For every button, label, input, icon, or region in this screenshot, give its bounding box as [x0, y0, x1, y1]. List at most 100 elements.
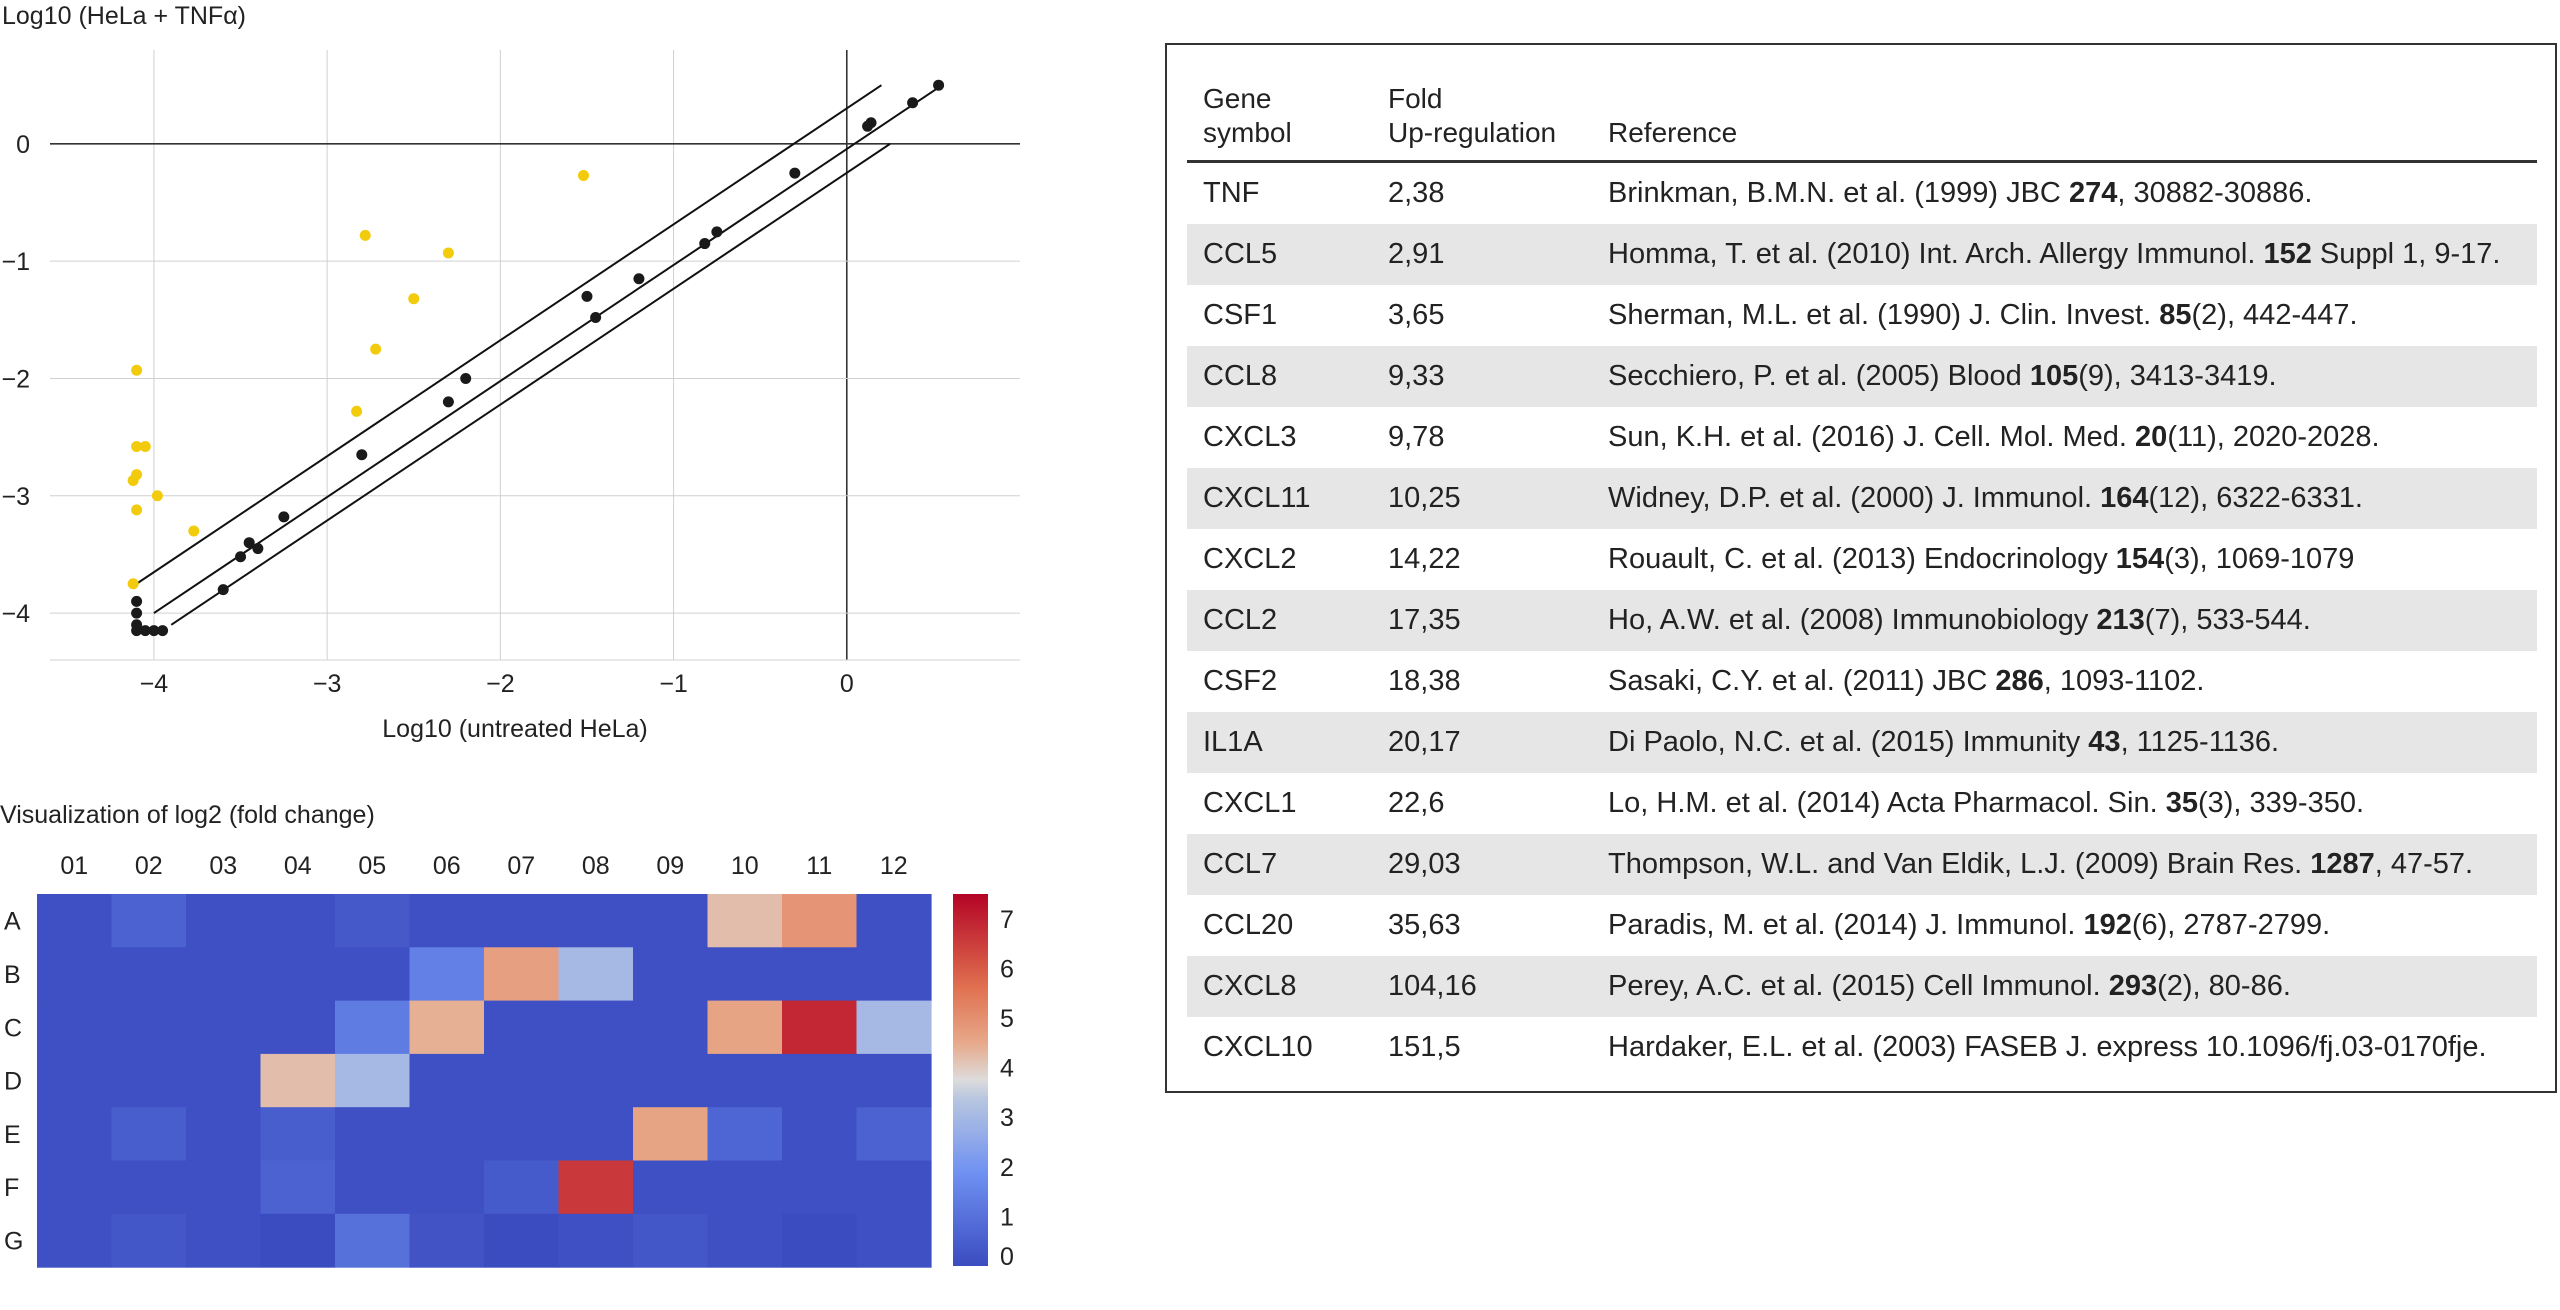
scatter-grid [50, 50, 1020, 661]
heatmap-cell-A11 [782, 894, 858, 948]
heatmap-cell-F10 [707, 1160, 783, 1215]
y-tick-label: −3 [1, 483, 30, 511]
heatmap-cell-B02 [111, 947, 187, 1002]
y-tick-label: −4 [1, 600, 30, 628]
colorbar-tick-labels: 0 1 2 3 4 5 6 7 [1000, 906, 1014, 1271]
scatter-point-yellow [131, 504, 143, 516]
reference-pages: (3), 339-350. [2197, 786, 2365, 819]
table-row: CCL2 17,35 Ho, A.W. et al. (2008) Immunobi… [1187, 589, 2537, 651]
reference-text: Sherman, M.L. et al. (1990) J. Clin. Inv… [1608, 298, 2160, 331]
heatmap: Visualization of log2 (fold change) 01 02… [0, 801, 1014, 1271]
heatmap-cell-B05 [335, 947, 411, 1002]
scatter-point-black [711, 226, 723, 238]
reference-cell: Paradis, M. et al. (2014) J. Immunol. 19… [1592, 895, 2537, 956]
reference-volume: 274 [2068, 176, 2118, 209]
heatmap-cell-A12 [856, 894, 932, 948]
reference-volume: 154 [2115, 542, 2165, 575]
scatter-point-yellow [131, 441, 143, 452]
reference-volume: 35 [2165, 786, 2198, 819]
heatmap-cell-B09 [633, 947, 709, 1002]
scatter-point-black [252, 543, 264, 555]
scatter-point-yellow [442, 247, 454, 259]
gene-table: Gene symbol Fold Up-regulation Reference … [1187, 73, 2537, 1078]
heatmap-cell-E05 [335, 1107, 411, 1162]
reference-line-upper [136, 84, 882, 585]
fold-cell: 20,17 [1388, 725, 1461, 758]
reference-cell: Perey, A.C. et al. (2015) Cell Immunol. … [1592, 956, 2537, 1017]
heatmap-cell-B03 [186, 947, 262, 1002]
gene-symbol-cell: CSF1 [1203, 298, 1278, 331]
heatmap-cell-C08 [558, 1000, 634, 1055]
scatter-point-yellow [139, 441, 151, 452]
colorbar-tick-label: 1 [1000, 1203, 1014, 1231]
heatmap-cell-D12 [856, 1053, 932, 1108]
heatmap-cell-B07 [484, 947, 560, 1002]
y-tick-label: −2 [1, 365, 30, 393]
heatmap-column-label: 07 [507, 852, 535, 880]
reference-text: Sun, K.H. et al. (2016) J. Cell. Mol. Me… [1608, 420, 2136, 453]
scatter-plot: Log10 (HeLa + TNFα) −4 −3 −2 −1 0 0 −1 −2 −3 −4 L… [1, 2, 1020, 743]
colorbar-tick-label: 0 [1000, 1243, 1014, 1271]
heatmap-cell-D10 [707, 1053, 783, 1108]
scatter-point-yellow [131, 364, 143, 376]
heatmap-cell-D05 [335, 1053, 411, 1108]
reference-cell: Thompson, W.L. and Van Eldik, L.J. (2009… [1592, 834, 2537, 895]
reference-line-identity [153, 84, 943, 614]
heatmap-title: Visualization of log2 (fold change) [0, 801, 375, 829]
heatmap-cell-A10 [707, 894, 783, 948]
fold-cell: 9,33 [1388, 359, 1445, 392]
heatmap-cell-B10 [707, 947, 783, 1002]
heatmap-cell-E09 [633, 1107, 709, 1162]
heatmap-cell-B06 [409, 947, 485, 1002]
colorbar-tick-label: 3 [1000, 1104, 1014, 1132]
scatter-point-black [442, 396, 454, 408]
reference-text: Hardaker, E.L. et al. (2003) FASEB J. ex… [1608, 1030, 2487, 1063]
heatmap-cell-C02 [111, 1000, 187, 1055]
scatter-point-black [356, 449, 368, 461]
gene-symbol-cell: IL1A [1203, 725, 1263, 758]
fold-cell: 35,63 [1388, 908, 1461, 941]
heatmap-cell-G08 [558, 1213, 634, 1268]
heatmap-cell-A02 [111, 894, 187, 948]
scatter-point-black [933, 79, 945, 91]
reference-text: Brinkman, B.M.N. et al. (1999) JBC [1608, 176, 2069, 209]
scatter-point-black [217, 584, 229, 596]
scatter-point-yellow [408, 293, 420, 305]
heatmap-cell-C12 [856, 1000, 932, 1055]
heatmap-cell-B01 [37, 947, 113, 1002]
scatter-point-black [633, 273, 645, 285]
colorbar-tick-label: 6 [1000, 955, 1014, 983]
x-tick-label: −2 [486, 670, 515, 698]
heatmap-cell-E10 [707, 1107, 783, 1162]
scatter-point-black [789, 167, 801, 179]
table-row: CCL5 2,91 Homma, T. et al. (2010) Int. Arc… [1187, 223, 2537, 285]
scatter-point-black [907, 97, 919, 109]
heatmap-cell-G01 [37, 1213, 113, 1268]
heatmap-cell-E03 [186, 1107, 262, 1162]
reference-volume: 286 [1995, 664, 2044, 697]
heatmap-cell-A03 [186, 894, 262, 948]
heatmap-cell-F09 [633, 1160, 709, 1215]
heatmap-cell-C09 [633, 1000, 709, 1055]
heatmap-cell-D06 [409, 1053, 485, 1108]
reference-text: Secchiero, P. et al. (2005) Blood [1608, 359, 2030, 392]
heatmap-cell-A01 [37, 894, 113, 948]
reference-volume: 20 [2135, 420, 2168, 453]
reference-volume: 43 [2088, 725, 2121, 758]
gene-symbol-cell: CXCL1 [1203, 786, 1297, 819]
gene-symbol-cell: TNF [1203, 176, 1260, 209]
heatmap-cell-E08 [558, 1107, 634, 1162]
heatmap-cell-D02 [111, 1053, 187, 1108]
reference-cell: Secchiero, P. et al. (2005) Blood 105(9)… [1592, 346, 2537, 407]
reference-pages: (6), 2787-2799. [2131, 908, 2331, 941]
header-fold-line1: Fold [1388, 82, 1443, 114]
scatter-point-yellow [188, 525, 200, 537]
heatmap-cell-F01 [37, 1160, 113, 1215]
heatmap-cell-B08 [558, 947, 634, 1002]
fold-cell: 17,35 [1388, 603, 1461, 636]
reference-pages: , 30882-30886. [2117, 176, 2313, 209]
heatmap-row-label: G [4, 1227, 23, 1255]
reference-text: Rouault, C. et al. (2013) Endocrinology [1608, 542, 2116, 575]
heatmap-cell-C04 [260, 1000, 336, 1055]
